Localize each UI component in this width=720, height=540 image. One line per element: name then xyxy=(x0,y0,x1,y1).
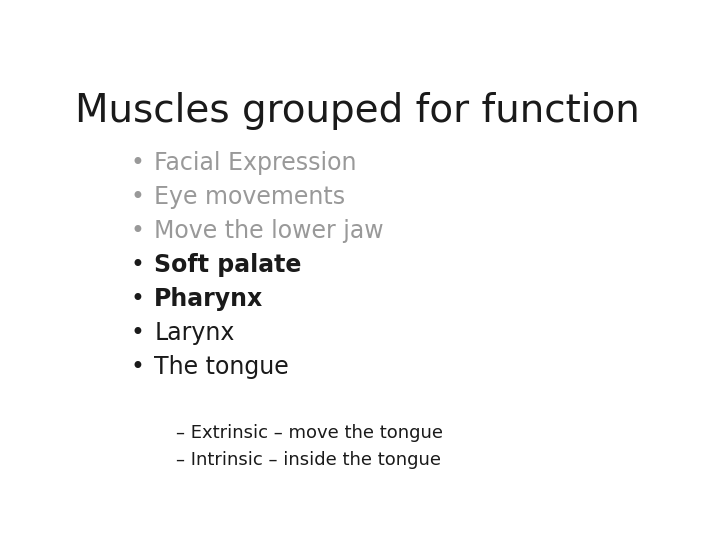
Text: •: • xyxy=(130,185,145,208)
Text: The tongue: The tongue xyxy=(154,355,289,379)
Text: Pharynx: Pharynx xyxy=(154,287,264,311)
Text: •: • xyxy=(130,321,145,345)
Text: •: • xyxy=(130,355,145,379)
Text: Muscles grouped for function: Muscles grouped for function xyxy=(76,92,640,130)
Text: – Extrinsic – move the tongue: – Extrinsic – move the tongue xyxy=(176,424,444,442)
Text: •: • xyxy=(130,253,145,277)
Text: Eye movements: Eye movements xyxy=(154,185,346,208)
Text: •: • xyxy=(130,287,145,311)
Text: Facial Expression: Facial Expression xyxy=(154,151,356,174)
Text: Soft palate: Soft palate xyxy=(154,253,302,277)
Text: Larynx: Larynx xyxy=(154,321,235,345)
Text: Move the lower jaw: Move the lower jaw xyxy=(154,219,384,242)
Text: – Intrinsic – inside the tongue: – Intrinsic – inside the tongue xyxy=(176,451,441,469)
Text: •: • xyxy=(130,151,145,174)
Text: •: • xyxy=(130,219,145,242)
